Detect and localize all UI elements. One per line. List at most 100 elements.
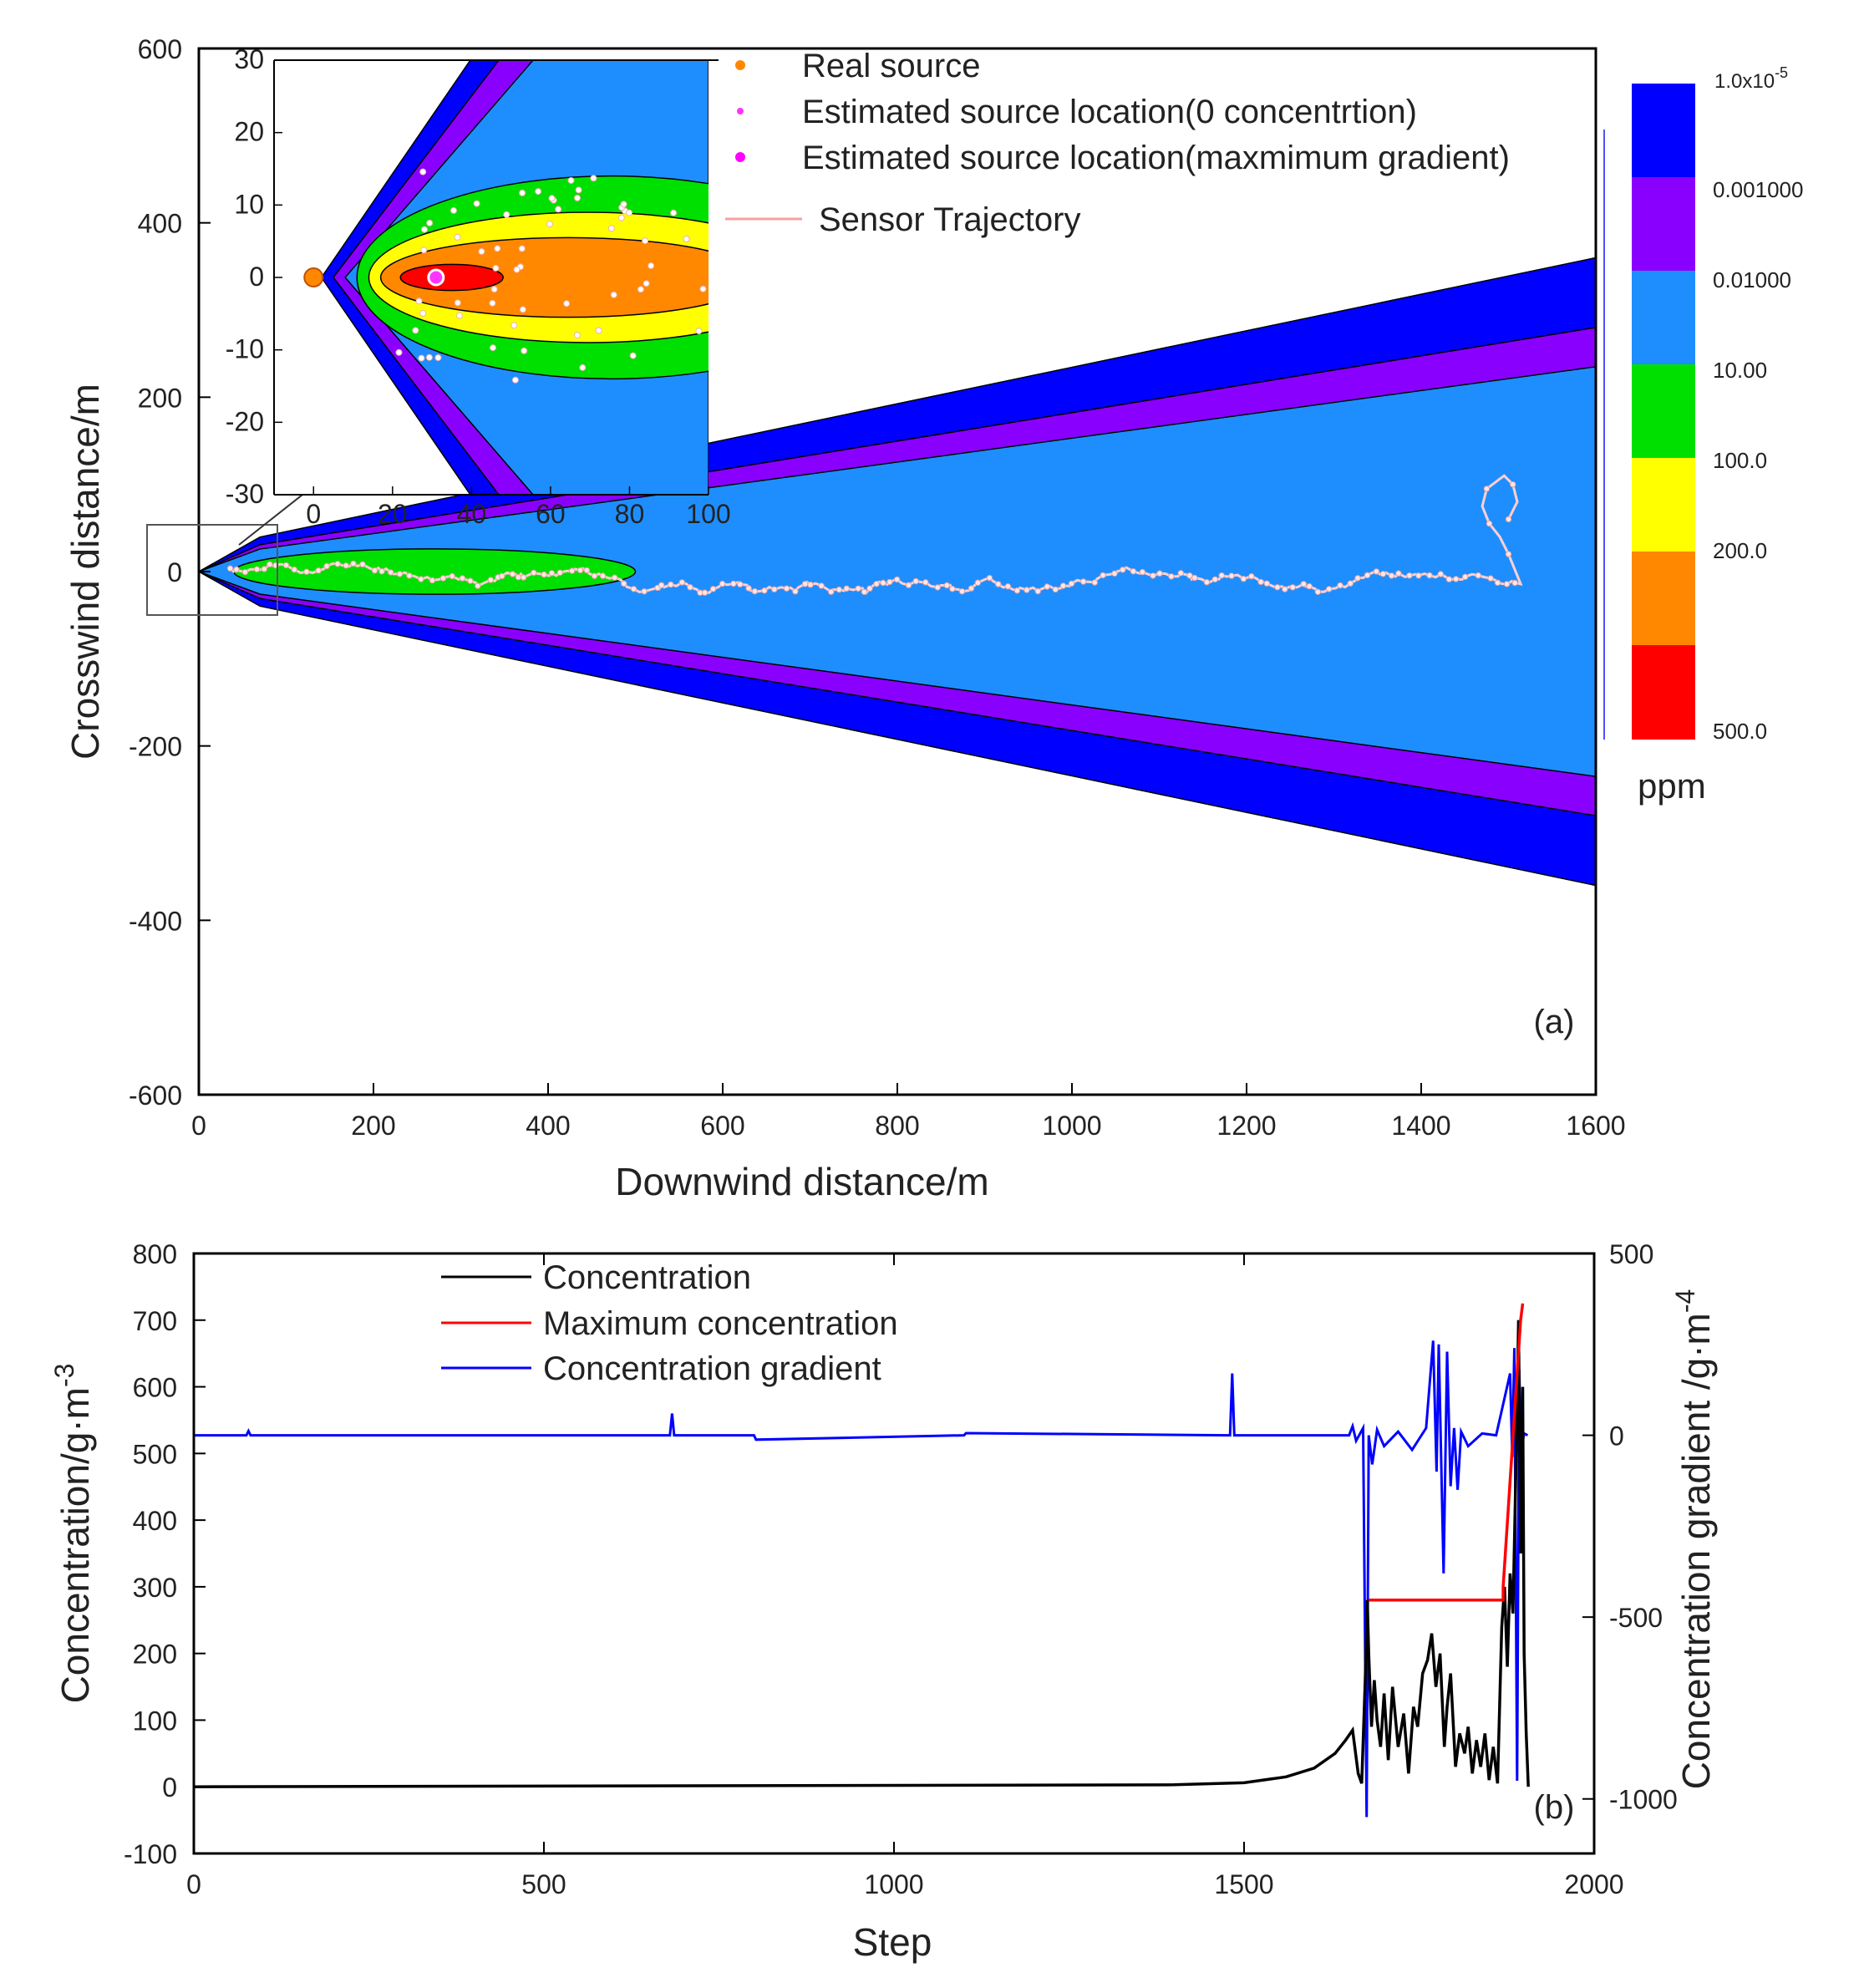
inset-trajectory-point: [456, 312, 463, 319]
inset-trajectory-point: [473, 200, 480, 207]
y-tick-label-a: -400: [129, 906, 182, 936]
trajectory-point: [968, 585, 975, 592]
x-tick-label-a: 0: [191, 1111, 206, 1141]
y-tick-label-a: 200: [138, 383, 182, 413]
trajectory-point: [515, 574, 522, 581]
trajectory-point: [499, 572, 505, 580]
trajectory-points: [226, 481, 1518, 596]
trajectory-point: [1475, 572, 1482, 579]
y-tick-label-a: 400: [138, 209, 182, 239]
inset-x-tick-label: 20: [378, 499, 408, 529]
colorbar-label-6: 200.0: [1713, 538, 1767, 563]
trajectory-point: [995, 581, 1002, 587]
inset-contour-500: [399, 263, 504, 292]
inset-y-tick-label: 10: [234, 189, 264, 219]
y-tick-label-b: 200: [133, 1640, 177, 1670]
inset-y-tick-label: 30: [234, 44, 264, 74]
trajectory-point: [459, 575, 466, 582]
trajectory-point: [378, 568, 385, 575]
trajectory-point: [359, 561, 366, 567]
trajectory-point: [1274, 584, 1281, 591]
y-tick-label-a: 600: [138, 34, 182, 64]
trajectory-point: [1203, 579, 1211, 586]
colorbar-label-1: 1.0x10-5: [1714, 64, 1788, 93]
y2-tick-label-b: 0: [1609, 1421, 1624, 1452]
y-tick-label-a: -200: [129, 732, 182, 762]
trajectory-point: [233, 566, 240, 573]
y-tick-label-b: 700: [133, 1306, 177, 1336]
y2-tick-label-b: 500: [1609, 1239, 1653, 1269]
x-tick-label-b: 0: [186, 1869, 201, 1899]
x-tick-label-a: 1600: [1566, 1111, 1625, 1141]
trajectory-point: [576, 567, 584, 574]
trajectory-point: [1354, 575, 1361, 582]
trajectory-point: [350, 560, 357, 567]
trajectory-point: [761, 587, 768, 594]
trajectory-point: [1347, 580, 1354, 587]
trajectory-point: [986, 574, 993, 582]
trajectory-point: [1388, 572, 1395, 579]
trajectory-point: [1445, 576, 1453, 582]
inset-trajectory-point: [629, 352, 637, 359]
trajectory-point: [406, 572, 413, 579]
inset-trajectory-point: [620, 201, 627, 208]
trajectory-point: [905, 582, 912, 588]
trajectory-point: [334, 561, 341, 567]
colorbar-band-2: [1632, 177, 1695, 271]
estimated-source-marker: [427, 268, 445, 287]
trajectory-point: [396, 571, 404, 577]
colorbar-label-2: 0.001000: [1713, 177, 1803, 202]
trajectory-point: [783, 585, 790, 592]
x-tick-label-b: 1500: [1214, 1869, 1273, 1899]
trajectory-point: [591, 572, 598, 579]
y-tick-label-b: 800: [133, 1239, 177, 1269]
inset-trajectory-point: [670, 209, 678, 216]
trajectory-point: [922, 579, 929, 586]
panel-a: 0 200 400 600 800 1000 1200 1400 16006004002000-…: [63, 34, 1803, 1203]
colorbar-label-3: 0.01000: [1713, 267, 1791, 292]
inset-trajectory-point: [434, 354, 442, 361]
trajectory-point: [467, 577, 474, 584]
colorbar-band-1: [1632, 84, 1695, 177]
trajectory-point: [548, 570, 556, 577]
trajectory-point: [612, 574, 618, 581]
inset-trajectory-point: [454, 299, 461, 307]
x-tick-label-a: 400: [526, 1111, 570, 1141]
legend-a: Real source Estimated source location(0 …: [725, 48, 1510, 238]
inset-trajectory-point: [510, 322, 518, 329]
y-tick-label-b: 300: [133, 1573, 177, 1603]
trajectory-point: [1364, 572, 1371, 578]
x-axis-label-a: Downwind distance/m: [615, 1160, 988, 1203]
trajectory-point: [730, 580, 737, 587]
trajectory-point: [1150, 572, 1156, 579]
colorbar-band-7: [1632, 645, 1695, 740]
legend-estimated-zero: Estimated source location(0 concentrtion…: [802, 94, 1417, 130]
series-concentration: [194, 1319, 1530, 1788]
real-source-marker: [303, 267, 324, 287]
inset-x-tick-label: 40: [457, 499, 487, 529]
inset-trajectory-point: [574, 194, 581, 201]
colorbar-band-5: [1632, 458, 1695, 552]
trajectory-point: [866, 585, 873, 592]
trajectory-point: [439, 575, 447, 582]
trajectory-point: [253, 566, 261, 572]
trajectory-point: [1120, 567, 1126, 573]
panel-b: 0 500 1000 1500 2000800700600500400300200100…: [49, 1239, 1718, 1964]
inset-trajectory-point: [418, 354, 425, 362]
inset-trajectory-point: [492, 264, 500, 272]
trajectory-point: [569, 567, 576, 574]
inset-trajectory-point: [595, 327, 602, 334]
y2-tick-label-b: -500: [1609, 1603, 1663, 1633]
plume-contours: [199, 257, 1596, 887]
y-tick-label-b: 600: [133, 1373, 177, 1403]
inset-trajectory-point: [642, 237, 649, 245]
y-tick-label-b: -100: [124, 1839, 177, 1869]
trajectory-point: [1186, 572, 1193, 579]
inset-trajectory-point: [573, 332, 581, 339]
inset-trajectory-point: [415, 297, 423, 305]
inset-trajectory-point: [648, 262, 655, 269]
trajectory-point: [861, 588, 868, 595]
inset-trajectory-point: [489, 299, 496, 307]
trajectory-point: [371, 567, 378, 574]
legend-concentration: Concentration: [543, 1259, 751, 1296]
